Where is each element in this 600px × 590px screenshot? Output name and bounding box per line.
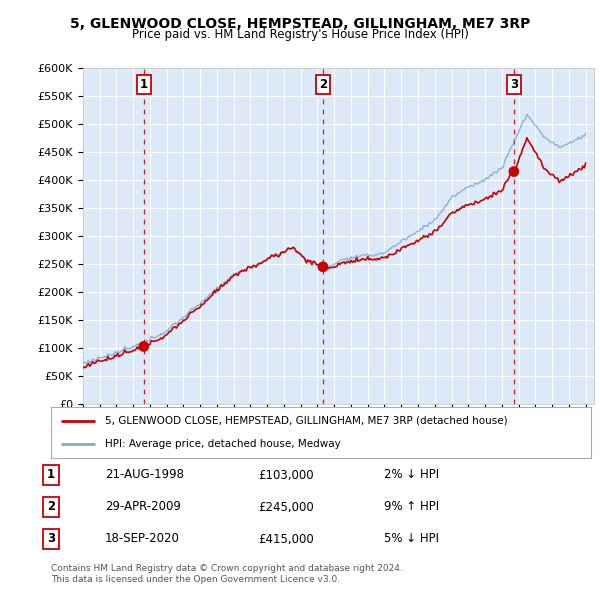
Text: 2% ↓ HPI: 2% ↓ HPI — [384, 468, 439, 481]
Text: 5, GLENWOOD CLOSE, HEMPSTEAD, GILLINGHAM, ME7 3RP: 5, GLENWOOD CLOSE, HEMPSTEAD, GILLINGHAM… — [70, 17, 530, 31]
Text: £103,000: £103,000 — [258, 468, 314, 481]
Text: 21-AUG-1998: 21-AUG-1998 — [105, 468, 184, 481]
Text: 18-SEP-2020: 18-SEP-2020 — [105, 533, 180, 546]
Point — [139, 342, 149, 351]
Text: 3: 3 — [510, 78, 518, 91]
Point — [318, 262, 328, 271]
Text: 5% ↓ HPI: 5% ↓ HPI — [384, 533, 439, 546]
Text: HPI: Average price, detached house, Medway: HPI: Average price, detached house, Medw… — [105, 440, 341, 450]
Text: £415,000: £415,000 — [258, 533, 314, 546]
Text: 1: 1 — [47, 468, 55, 481]
Text: This data is licensed under the Open Government Licence v3.0.: This data is licensed under the Open Gov… — [51, 575, 340, 584]
Text: Contains HM Land Registry data © Crown copyright and database right 2024.: Contains HM Land Registry data © Crown c… — [51, 565, 403, 573]
Point — [509, 167, 518, 176]
Text: 2: 2 — [319, 78, 327, 91]
Text: 3: 3 — [47, 533, 55, 546]
Text: 2: 2 — [47, 500, 55, 513]
Text: £245,000: £245,000 — [258, 500, 314, 513]
Text: 29-APR-2009: 29-APR-2009 — [105, 500, 181, 513]
Text: Price paid vs. HM Land Registry's House Price Index (HPI): Price paid vs. HM Land Registry's House … — [131, 28, 469, 41]
Text: 9% ↑ HPI: 9% ↑ HPI — [384, 500, 439, 513]
Text: 1: 1 — [140, 78, 148, 91]
Text: 5, GLENWOOD CLOSE, HEMPSTEAD, GILLINGHAM, ME7 3RP (detached house): 5, GLENWOOD CLOSE, HEMPSTEAD, GILLINGHAM… — [105, 415, 508, 425]
